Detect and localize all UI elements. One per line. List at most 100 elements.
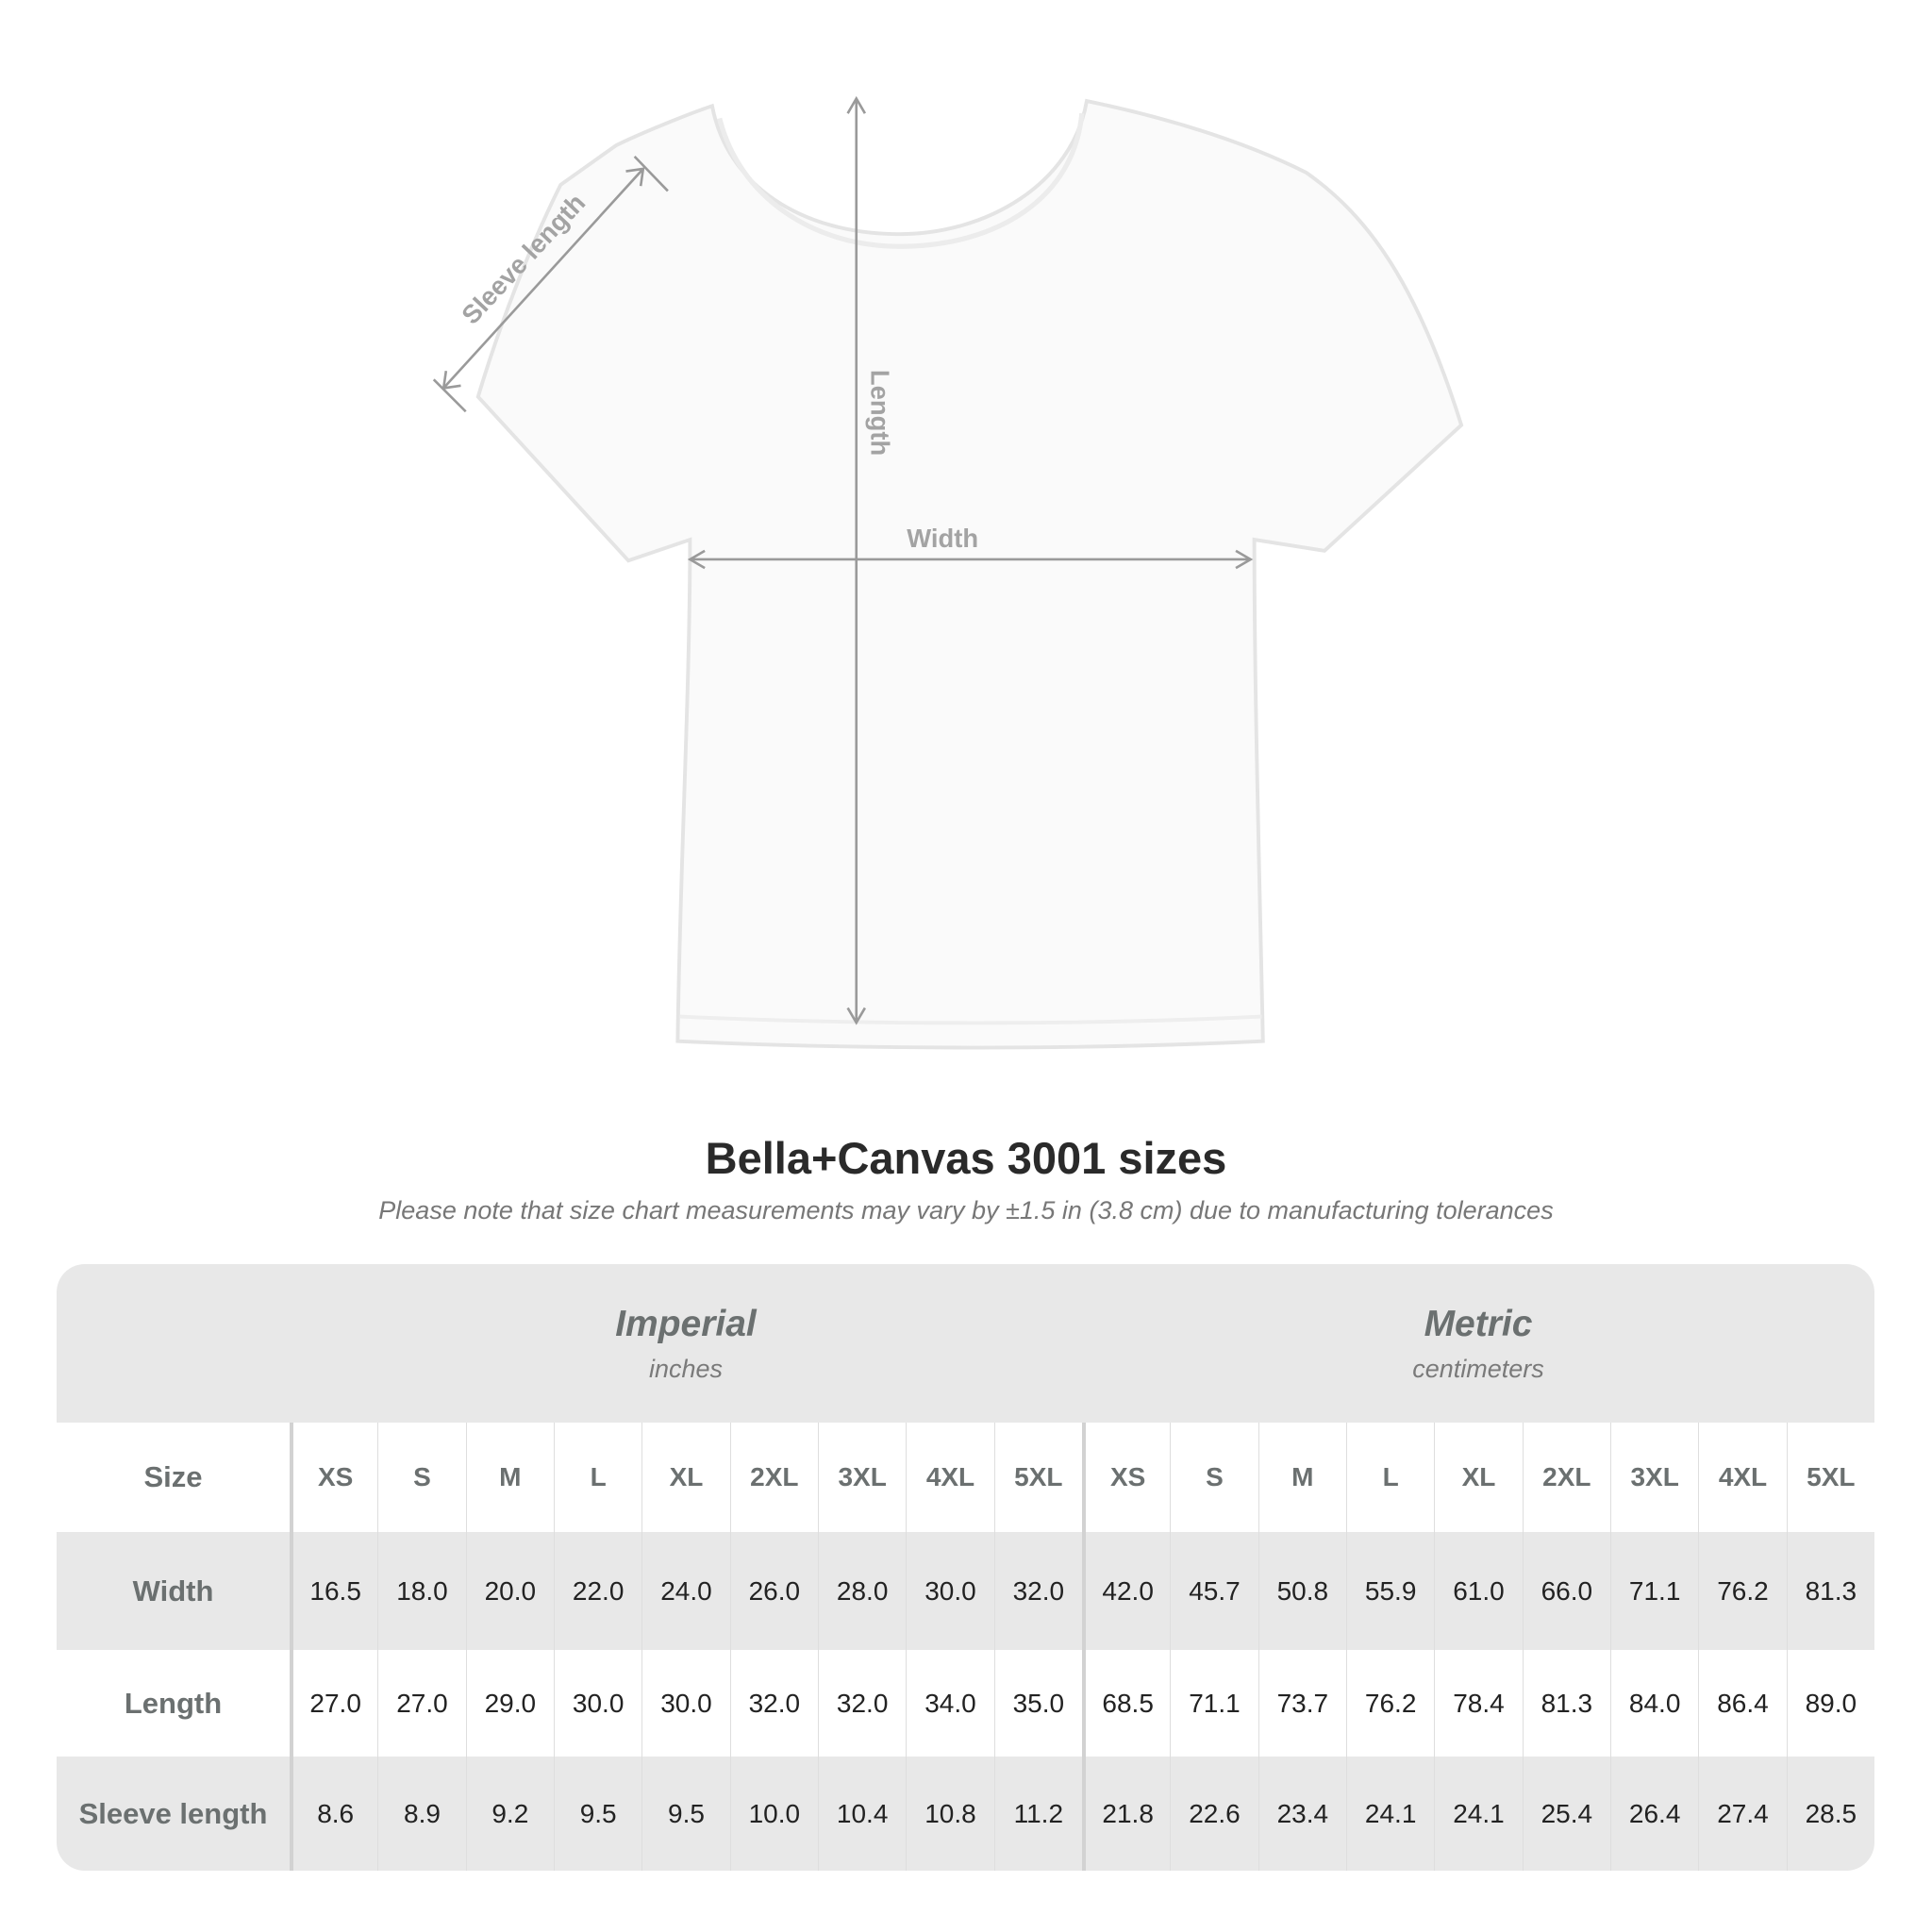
measurement-cell: 26.0: [729, 1532, 818, 1650]
measurement-cell: 24.1: [1434, 1757, 1523, 1871]
measurement-cell: 76.2: [1346, 1650, 1434, 1757]
measurement-cell: 76.2: [1698, 1532, 1787, 1650]
measurement-cell: 78.4: [1434, 1650, 1522, 1757]
measurement-cell: 81.3: [1786, 1532, 1874, 1650]
measurement-cell: 9.2: [465, 1757, 554, 1871]
measurement-cell: 27.0: [377, 1650, 465, 1757]
page-title: Bella+Canvas 3001 sizes: [705, 1133, 1227, 1183]
arrowhead-icon: [1235, 549, 1254, 570]
measurement-cell: 27.4: [1698, 1757, 1787, 1871]
size-header: L: [1346, 1423, 1434, 1532]
measurement-cell: 28.5: [1786, 1757, 1874, 1871]
system-unit: inches: [648, 1354, 724, 1383]
sleeve-arrow: [442, 168, 644, 390]
size-header: 2XL: [729, 1423, 818, 1532]
size-header: XS: [1082, 1423, 1170, 1532]
measurement-cell: 35.0: [993, 1650, 1082, 1757]
imperial-header: Imperial inches: [290, 1264, 1082, 1423]
arrowhead-icon: [687, 549, 706, 570]
row-label: Sleeve length: [57, 1757, 290, 1871]
measurement-cell: 42.0: [1082, 1532, 1171, 1650]
tshirt-shape: [475, 98, 1464, 1050]
measurement-cell: 32.0: [729, 1650, 818, 1757]
measurement-cell: 23.4: [1257, 1757, 1346, 1871]
measurement-cell: 9.5: [641, 1757, 730, 1871]
length-label: Length: [865, 370, 894, 456]
size-header: S: [377, 1423, 465, 1532]
measurement-cell: 29.0: [465, 1650, 554, 1757]
measurement-cell: 24.0: [641, 1532, 730, 1650]
measurement-cell: 66.0: [1522, 1532, 1610, 1650]
system-name: Imperial: [615, 1303, 757, 1344]
measurement-cell: 30.0: [554, 1650, 641, 1757]
size-header: 5XL: [993, 1423, 1082, 1532]
measurement-cell: 21.8: [1082, 1757, 1171, 1871]
size-header: M: [465, 1423, 554, 1532]
size-header: XL: [1434, 1423, 1522, 1532]
measurement-cell: 10.8: [906, 1757, 994, 1871]
width-label: Width: [907, 524, 978, 553]
measurement-cell: 18.0: [377, 1532, 466, 1650]
measurement-cell: 73.7: [1257, 1650, 1346, 1757]
measurement-cell: 84.0: [1610, 1650, 1698, 1757]
measurement-cell: 30.0: [906, 1532, 994, 1650]
measurement-cell: 9.5: [554, 1757, 642, 1871]
measurement-cell: 45.7: [1170, 1532, 1258, 1650]
size-header: 4XL: [1698, 1423, 1786, 1532]
size-table: Imperial inches Metric centimeters Size XS S M L…: [57, 1264, 1874, 1871]
measurement-cell: 26.4: [1610, 1757, 1699, 1871]
size-row-label: Size: [143, 1460, 203, 1493]
size-header: 4XL: [906, 1423, 993, 1532]
measurement-cell: 16.5: [290, 1532, 378, 1650]
measurement-cell: 61.0: [1434, 1532, 1523, 1650]
measurement-cell: 55.9: [1346, 1532, 1435, 1650]
size-header: S: [1170, 1423, 1257, 1532]
size-header: 3XL: [1610, 1423, 1698, 1532]
measurement-cell: 89.0: [1786, 1650, 1874, 1757]
arrowhead-icon: [846, 95, 867, 114]
measurement-cell: 24.1: [1346, 1757, 1435, 1871]
header-corner: [57, 1264, 290, 1423]
measurement-cell: 25.4: [1522, 1757, 1610, 1871]
measurement-cell: 34.0: [906, 1650, 993, 1757]
measurement-cell: 10.0: [729, 1757, 818, 1871]
size-header: XL: [641, 1423, 729, 1532]
measurement-cell: 11.2: [993, 1757, 1082, 1871]
measurement-cell: 10.4: [818, 1757, 907, 1871]
measurement-cell: 71.1: [1170, 1650, 1257, 1757]
measurement-cell: 81.3: [1522, 1650, 1610, 1757]
system-unit: centimeters: [1412, 1354, 1544, 1383]
arrowhead-icon: [441, 370, 461, 390]
measurement-cell: 71.1: [1610, 1532, 1699, 1650]
measurement-cell: 32.0: [818, 1650, 906, 1757]
size-header: 3XL: [818, 1423, 906, 1532]
measurement-cell: 28.0: [818, 1532, 907, 1650]
size-header: XS: [290, 1423, 377, 1532]
measurement-cell: 22.6: [1170, 1757, 1258, 1871]
size-header: 2XL: [1522, 1423, 1610, 1532]
measurement-cell: 8.9: [377, 1757, 466, 1871]
metric-header: Metric centimeters: [1082, 1264, 1874, 1423]
size-header: L: [554, 1423, 641, 1532]
measurement-cell: 27.0: [290, 1650, 377, 1757]
size-header: 5XL: [1786, 1423, 1874, 1532]
size-header: M: [1257, 1423, 1346, 1532]
measurement-cell: 86.4: [1698, 1650, 1786, 1757]
measurement-cell: 22.0: [554, 1532, 642, 1650]
tolerance-note: Please note that size chart measurements…: [378, 1196, 1554, 1224]
measurement-cell: 30.0: [641, 1650, 729, 1757]
tshirt-collar: [717, 112, 1085, 249]
arrowhead-icon: [846, 1007, 867, 1025]
sleeve-arrow-tick: [432, 378, 467, 413]
system-name: Metric: [1424, 1303, 1533, 1344]
sleeve-arrow-tick: [633, 155, 669, 192]
measurement-cell: 8.6: [290, 1757, 378, 1871]
arrowhead-icon: [625, 167, 645, 187]
measurement-cell: 20.0: [465, 1532, 554, 1650]
measurement-cell: 32.0: [993, 1532, 1082, 1650]
row-label: Width: [57, 1532, 290, 1650]
measurement-cell: 68.5: [1082, 1650, 1170, 1757]
tshirt-hem: [679, 1014, 1262, 1025]
row-label: Length: [124, 1686, 223, 1720]
